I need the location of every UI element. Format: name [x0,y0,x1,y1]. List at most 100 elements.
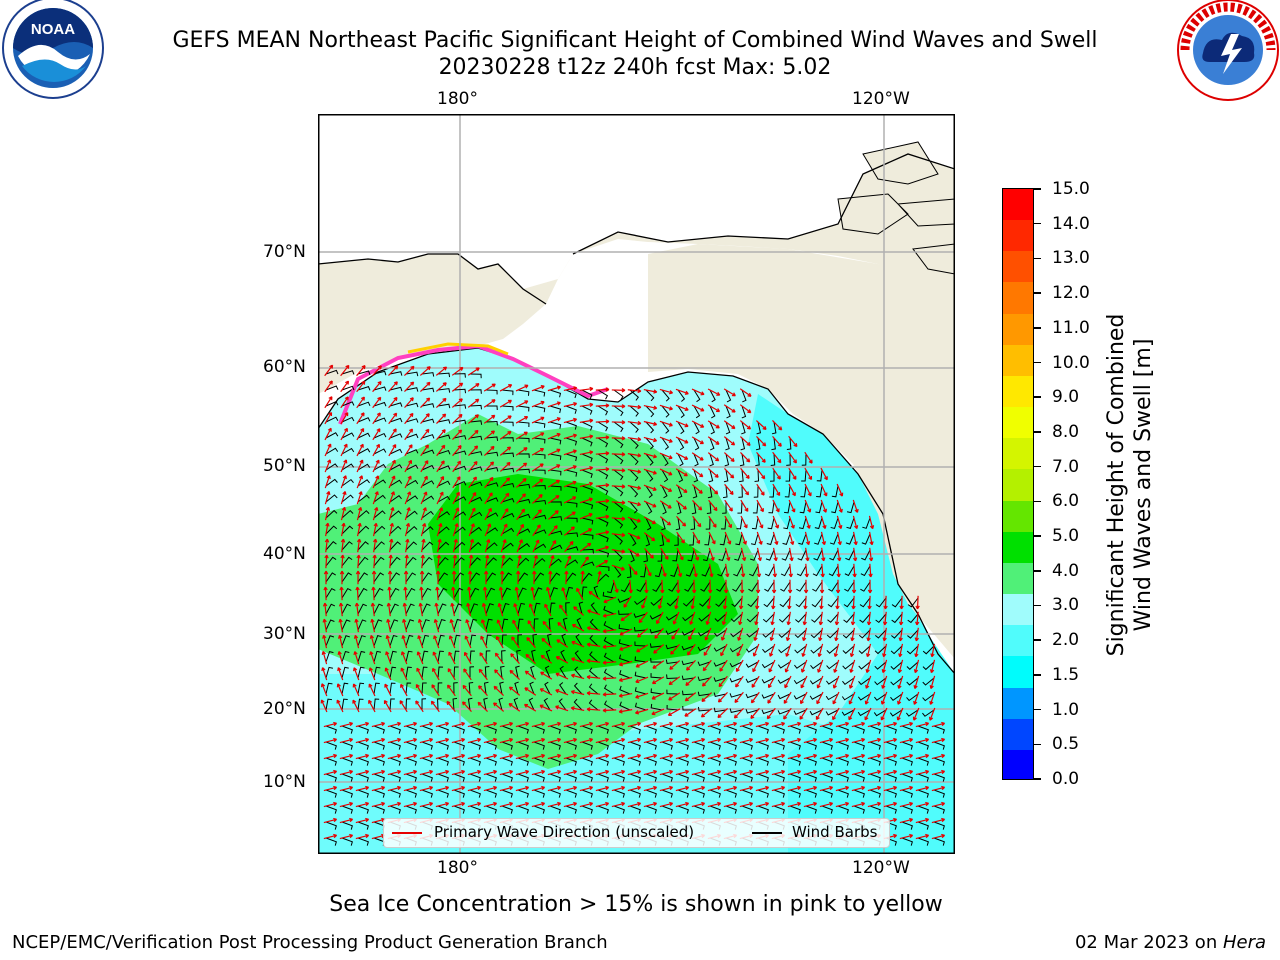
wind-barb [453,526,466,535]
wind-barb [549,572,561,583]
wave-direction-arrow [419,737,434,744]
wind-barb [373,386,387,391]
wind-barb [661,469,669,483]
wind-barb [699,597,711,607]
wind-barb [373,417,387,423]
wave-direction-arrow [690,595,695,610]
wind-barb [837,805,849,814]
wind-barb [629,741,641,750]
wind-barb [581,789,593,798]
wind-barb [821,741,833,750]
wind-barb [629,437,639,449]
wind-barb [698,613,711,622]
wave-direction-arrow [868,531,874,546]
wind-barb [853,789,865,798]
wave-direction-arrow [532,524,541,537]
wave-direction-arrow [324,538,330,553]
wave-direction-arrow [524,687,537,696]
wind-barb [357,741,369,750]
wind-barb [514,681,519,695]
wind-barb [769,469,775,482]
colorbar-tick [1034,292,1041,294]
wind-barb [650,688,663,695]
wave-direction-arrow [462,684,472,697]
wind-barb [857,709,871,717]
wave-direction-arrow [618,676,633,683]
wave-direction-arrow [899,817,914,824]
wind-barb [722,501,727,514]
wind-barb [629,421,639,433]
wind-barb [933,773,945,782]
wind-barb [645,405,655,418]
wave-direction-arrow [595,801,610,808]
wind-barb [603,605,615,615]
wind-barb [861,533,871,545]
wave-direction-arrow [371,737,386,744]
wave-direction-arrow [739,737,754,744]
wind-barb [764,565,775,577]
wind-barb [901,837,913,846]
wind-barb-legend-label: Wind Barbs [792,823,878,841]
wind-barb [533,789,545,798]
wind-barb [858,629,871,639]
wind-barb [549,405,562,414]
wave-direction-arrow [755,721,770,728]
wave-direction-arrow [483,737,498,744]
wind-barb [619,701,631,711]
wave-direction-arrow [586,707,601,712]
wind-barb [693,453,699,467]
wave-direction-arrow [931,721,946,728]
wind-barb [891,629,903,639]
wave-direction-arrow [915,801,930,808]
wave-direction-arrow [419,753,434,760]
wave-direction-arrow [555,705,569,712]
wind-barb [501,437,514,442]
wind-barb [771,421,777,435]
wind-barb [528,697,535,711]
wave-direction-arrow [659,516,672,526]
wave-direction-arrow [531,400,545,408]
wind-barb [421,741,433,750]
wind-barb [674,533,679,546]
wave-direction-arrow [595,498,610,504]
wave-direction-arrow [323,570,329,585]
wind-barb [676,501,682,515]
wind-barb [665,659,679,664]
wind-barb [805,725,817,734]
wind-barb [812,565,823,577]
wind-barb [469,741,481,750]
wind-barb [933,741,945,750]
wind-barb [773,741,785,750]
wind-barb [565,389,577,399]
wave-direction-arrow [419,570,425,585]
wave-direction-arrow [707,753,722,760]
wave-direction-arrow [340,396,349,409]
wave-direction-arrow [851,769,866,776]
wave-direction-arrow [915,753,930,760]
wind-barb [629,389,640,401]
wind-barb [453,511,467,519]
wind-barb [729,693,743,698]
wind-barb [389,541,401,551]
wave-direction-arrow [595,435,610,440]
wave-direction-arrow [463,651,472,665]
wave-direction-arrow [446,700,456,713]
wind-barb [645,533,651,547]
wave-direction-arrow [627,468,642,474]
wave-direction-arrow [595,769,610,776]
wave-direction-arrow [484,492,493,505]
wave-direction-arrow [388,554,393,569]
wind-barb [469,373,482,379]
wave-direction-arrow [531,416,545,424]
wind-barb [565,532,579,537]
wave-direction-arrow [659,753,674,760]
wave-direction-arrow [544,603,552,617]
wave-direction-arrow [896,707,904,721]
colorbar-segment [1003,500,1033,532]
wave-direction-arrow [659,388,674,395]
wind-barb [837,757,849,766]
wave-direction-arrow [563,496,577,504]
wave-direction-arrow [324,443,332,457]
wave-direction-arrow [579,542,592,552]
wave-direction-arrow [787,737,802,744]
